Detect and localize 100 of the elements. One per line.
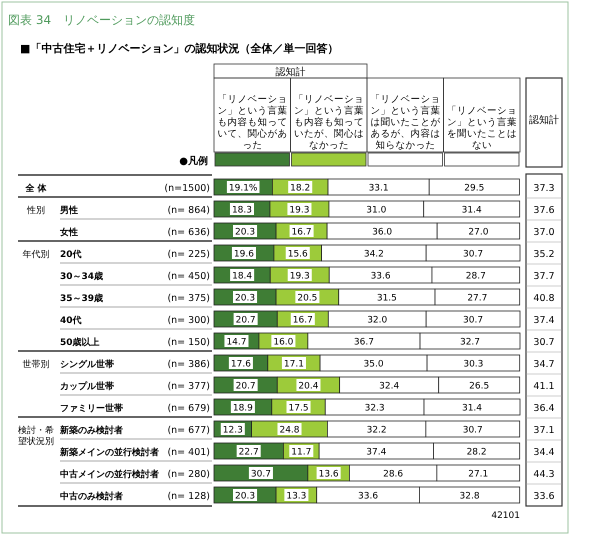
text: (n= 300): [167, 315, 210, 326]
data-label: 33.1: [368, 184, 389, 194]
data-label: 18.3: [232, 206, 252, 216]
data-label: 24.8: [279, 426, 300, 436]
text: (n= 280): [167, 469, 210, 480]
text: 検討・希望状況別: [18, 425, 54, 447]
data-label: 34.2: [364, 250, 384, 260]
text: 34.7: [533, 359, 555, 370]
data-label: 32.3: [364, 404, 385, 414]
text: (n= 677): [167, 425, 210, 436]
data-label: 19.3: [289, 206, 310, 216]
data-label: 20.7: [236, 382, 256, 392]
data-label: 31.0: [366, 206, 387, 216]
text: (n= 864): [167, 205, 210, 216]
text: (n= 450): [167, 271, 210, 282]
text: 42101: [491, 511, 520, 521]
data-label: 37.4: [366, 448, 387, 458]
legend-title: ●凡例: [179, 155, 208, 167]
text: 37.6: [533, 205, 555, 216]
data-label: 20.3: [235, 492, 256, 502]
y-tick-label: 中古メインの並行検討者: [60, 469, 159, 480]
text: 認知計: [276, 66, 306, 78]
data-label: 32.7: [460, 338, 480, 348]
y-tick-label: 新築のみ検討者: [59, 425, 123, 436]
text: 37.3: [533, 183, 555, 194]
data-label: 13.6: [318, 470, 339, 480]
data-label: 32.2: [366, 426, 387, 436]
text: 34.4: [533, 447, 555, 458]
text: (n= 128): [167, 491, 210, 502]
data-label: 17.5: [288, 404, 309, 414]
y-tick-label: 男性: [59, 205, 78, 216]
data-label: 14.7: [226, 338, 246, 348]
data-label: 19.6: [234, 250, 254, 260]
y-tick-label: 30～34歳: [60, 271, 104, 282]
data-label: 15.6: [288, 250, 308, 260]
text: 全 体: [24, 183, 48, 194]
data-label: 13.3: [286, 492, 306, 502]
data-label: 31.4: [462, 404, 482, 414]
text: 37.0: [533, 227, 555, 238]
data-label: 30.3: [463, 360, 484, 370]
data-label: 28.6: [383, 470, 404, 480]
data-label: 30.7: [463, 316, 484, 326]
text: (n= 679): [167, 403, 210, 414]
y-tick-label: 女性: [59, 227, 78, 238]
data-label: 31.4: [462, 206, 482, 216]
text: 40.8: [533, 293, 555, 304]
text: (n= 377): [167, 381, 210, 392]
text: (n= 386): [167, 359, 210, 370]
text: 33.6: [533, 491, 555, 502]
y-tick-label: カップル世帯: [60, 381, 114, 392]
data-label: 18.9: [232, 404, 254, 414]
data-label: 11.7: [291, 448, 312, 458]
y-tick-label: 中古のみ検討者: [60, 491, 123, 502]
data-label: 32.8: [460, 492, 480, 502]
text: (n=1500): [164, 183, 210, 194]
data-label: 28.7: [466, 272, 486, 282]
data-label: 18.4: [232, 272, 252, 282]
data-label: 20.3: [235, 294, 256, 304]
data-label: 20.3: [235, 228, 256, 238]
data-label: 30.7: [462, 426, 483, 436]
data-label: 30.7: [463, 250, 484, 260]
text: 「リノベーション」という言葉は聞いたことがあるが、内容は知らなかった: [370, 93, 442, 151]
data-label: 16.0: [273, 338, 294, 348]
y-tick-label: 35～39歳: [60, 293, 104, 304]
data-label: 19.3: [290, 272, 310, 282]
data-label: 17.6: [230, 360, 252, 370]
text: (n= 636): [167, 227, 210, 238]
y-tick-label: 50歳以上: [60, 337, 100, 348]
text: (n= 225): [167, 249, 210, 260]
data-label: 30.7: [250, 470, 271, 480]
text: 「リノベーション」という言葉を聞いたことはない: [446, 104, 517, 151]
data-label: 28.2: [466, 448, 487, 458]
data-label: 26.5: [469, 382, 490, 392]
text: 35.2: [533, 249, 555, 260]
data-label: 22.7: [238, 448, 259, 458]
y-tick-label: シングル世帯: [60, 359, 114, 370]
data-label: 12.3: [222, 426, 243, 436]
data-label: 20.5: [297, 294, 318, 304]
data-label: 27.7: [467, 294, 488, 304]
text: 37.1: [533, 425, 555, 436]
data-label: 31.5: [376, 294, 397, 304]
text: 41.1: [533, 381, 555, 392]
y-tick-label: ファミリー世帯: [60, 403, 123, 414]
text: 「リノベーション」という言葉も内容も知っていて、関心があった: [217, 93, 288, 151]
y-tick-label: 新築メインの並行検討者: [59, 447, 159, 458]
text: (n= 401): [167, 447, 210, 458]
data-label: 33.6: [370, 272, 391, 282]
data-label: 16.7: [292, 316, 313, 326]
data-label: 20.7: [236, 316, 256, 326]
y-tick-label: 40代: [60, 315, 82, 326]
data-label: 32.4: [379, 382, 400, 392]
data-label: 18.2: [290, 184, 310, 194]
text: 性別: [26, 205, 45, 216]
data-label: 36.7: [354, 338, 374, 348]
text: 37.4: [533, 315, 555, 326]
text: 世帯別: [22, 359, 50, 370]
data-label: 32.0: [367, 316, 388, 326]
data-label: 20.4: [298, 382, 319, 392]
text: 年代別: [22, 249, 50, 260]
data-label: 17.1: [284, 360, 304, 370]
